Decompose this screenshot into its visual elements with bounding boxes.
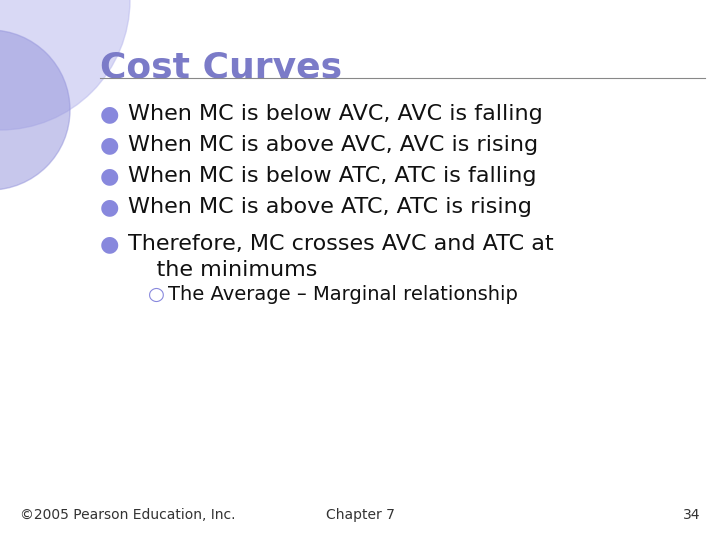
Text: Therefore, MC crosses AVC and ATC at: Therefore, MC crosses AVC and ATC at: [128, 234, 554, 254]
Text: When MC is above AVC, AVC is rising: When MC is above AVC, AVC is rising: [128, 135, 538, 155]
Text: When MC is above ATC, ATC is rising: When MC is above ATC, ATC is rising: [128, 197, 532, 217]
Text: The Average – Marginal relationship: The Average – Marginal relationship: [168, 285, 518, 304]
Text: When MC is below AVC, AVC is falling: When MC is below AVC, AVC is falling: [128, 104, 543, 124]
Text: ○: ○: [148, 285, 165, 304]
Circle shape: [0, 30, 70, 190]
Text: Cost Curves: Cost Curves: [100, 50, 342, 84]
Text: the minimums: the minimums: [128, 260, 318, 280]
Circle shape: [0, 0, 130, 130]
Text: ●: ●: [100, 234, 120, 254]
Text: When MC is below ATC, ATC is falling: When MC is below ATC, ATC is falling: [128, 166, 536, 186]
Text: Chapter 7: Chapter 7: [325, 508, 395, 522]
Text: ●: ●: [100, 104, 120, 124]
Text: ●: ●: [100, 135, 120, 155]
Text: ●: ●: [100, 197, 120, 217]
Text: ●: ●: [100, 166, 120, 186]
Text: ©2005 Pearson Education, Inc.: ©2005 Pearson Education, Inc.: [20, 508, 235, 522]
Text: 34: 34: [683, 508, 700, 522]
